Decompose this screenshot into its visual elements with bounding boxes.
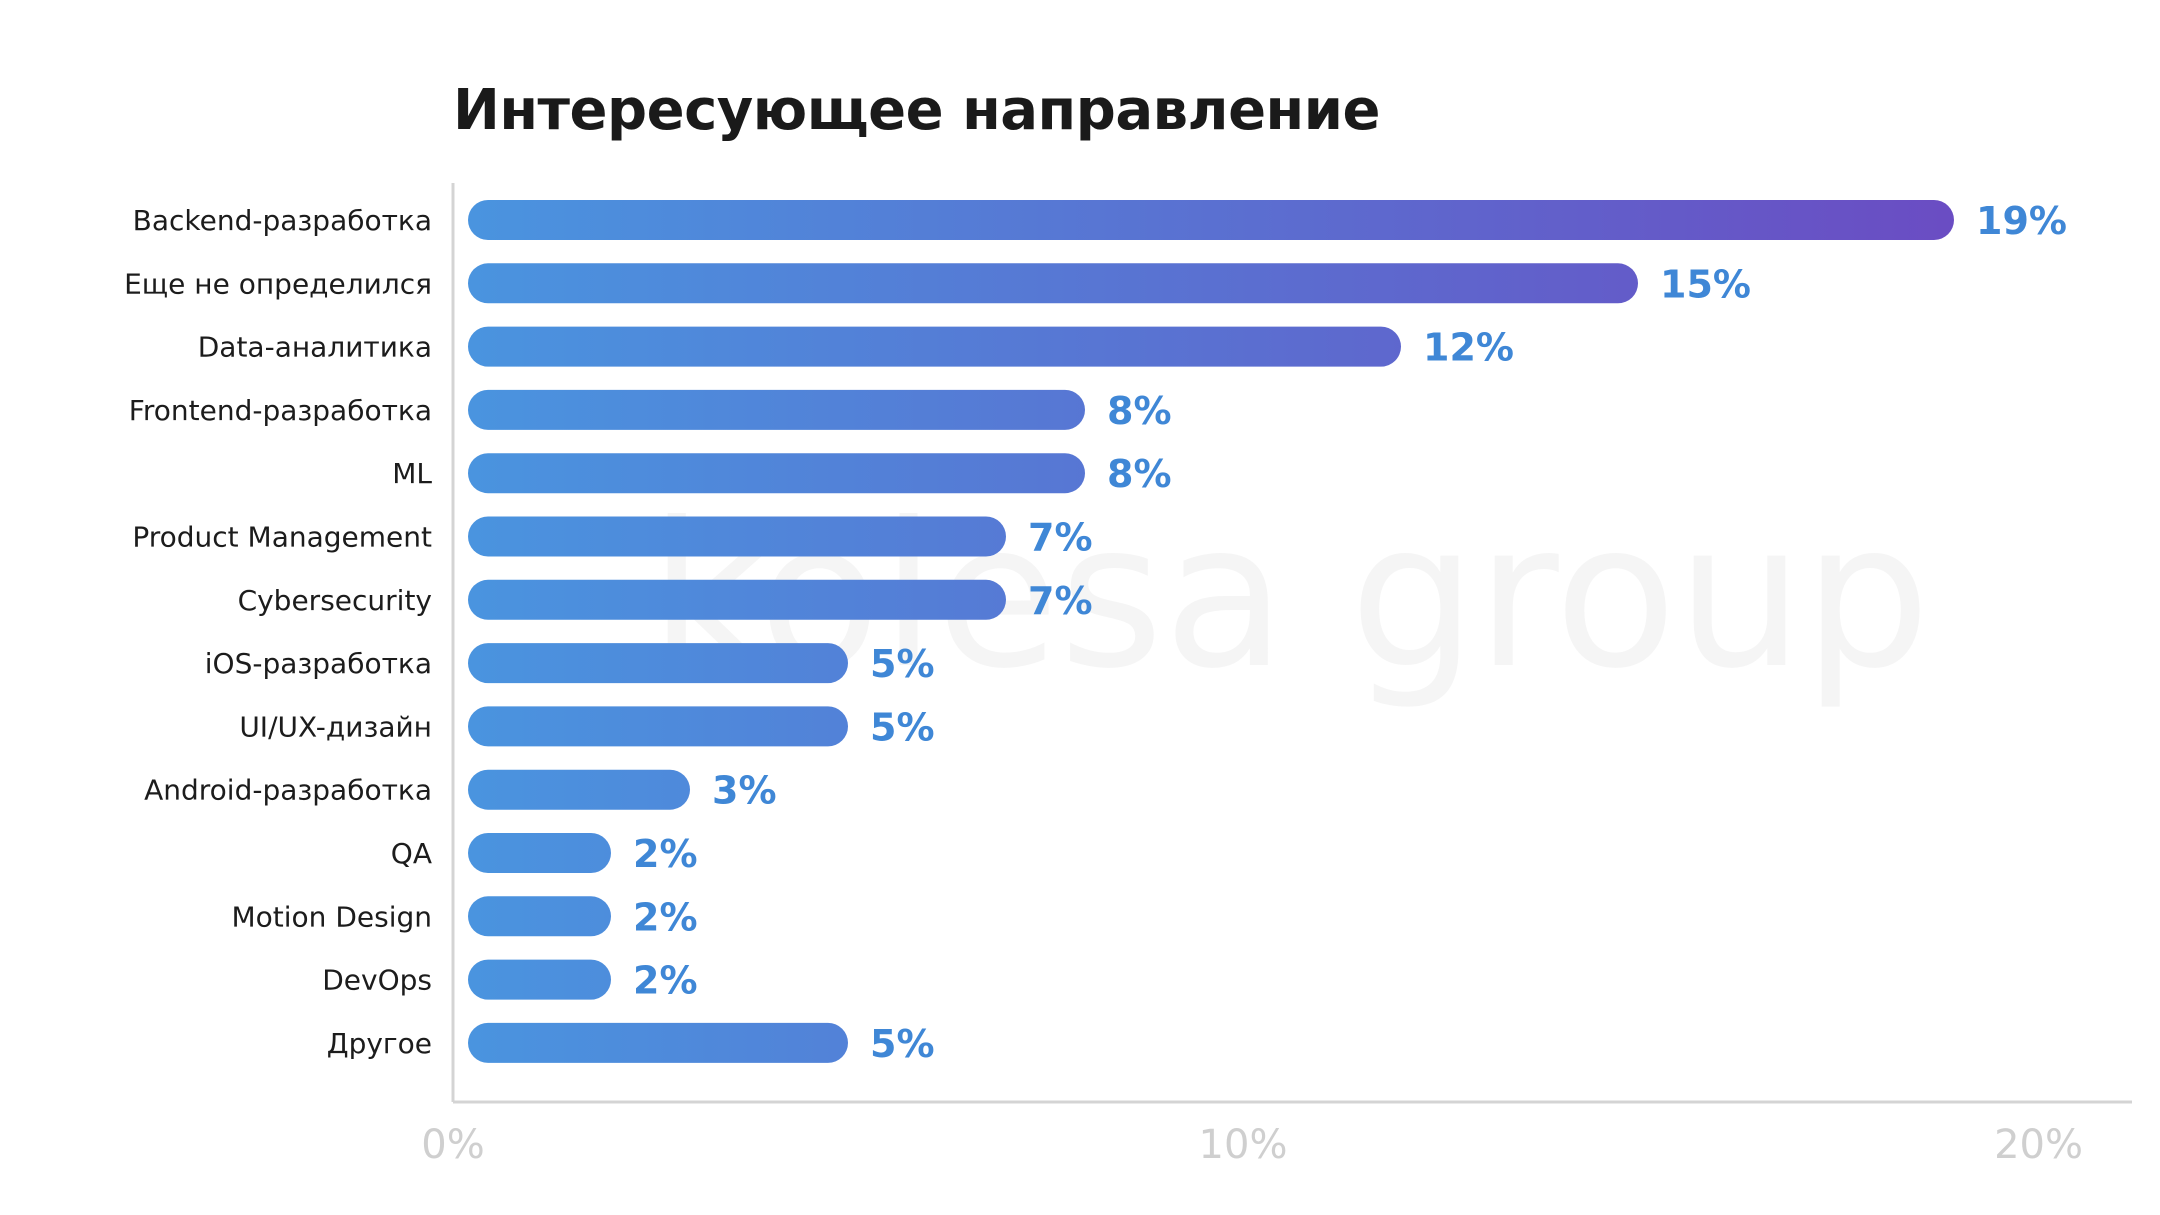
category-label: Backend-разработка	[133, 204, 432, 237]
value-label: 19%	[1976, 199, 2067, 243]
x-tick-label: 0%	[421, 1122, 484, 1168]
value-label: 5%	[870, 642, 935, 686]
value-label: 8%	[1107, 452, 1172, 496]
value-label: 15%	[1660, 262, 1751, 306]
category-label: Motion Design	[232, 900, 433, 933]
category-label: ML	[392, 457, 432, 490]
category-label: QA	[391, 837, 432, 870]
bar	[468, 1022, 848, 1063]
category-label: DevOps	[322, 964, 432, 997]
value-label: 7%	[1028, 516, 1093, 560]
bar	[468, 643, 848, 684]
bar	[468, 453, 1085, 494]
chart-title: Интересующее направление	[453, 78, 1380, 143]
x-tick-labels: 0% 10% 20%	[421, 1122, 2083, 1168]
bar	[468, 516, 1006, 557]
bar	[468, 579, 1006, 620]
value-label: 7%	[1028, 579, 1093, 623]
bar	[468, 896, 611, 937]
x-tick-label: 10%	[1199, 1122, 1288, 1168]
category-label: Android-разработка	[144, 774, 432, 807]
bar	[468, 959, 611, 1000]
bar	[468, 263, 1638, 304]
bar	[468, 706, 848, 747]
bar	[468, 833, 611, 873]
category-label: UI/UX-дизайн	[239, 710, 432, 743]
category-label: Еще не определился	[124, 267, 432, 300]
category-label: Cybersecurity	[238, 584, 432, 617]
x-tick-label: 20%	[1994, 1122, 2083, 1168]
bar	[468, 200, 1954, 240]
value-label: 12%	[1423, 326, 1514, 370]
category-label: Другое	[327, 1027, 432, 1060]
bar	[468, 769, 690, 810]
value-label: 2%	[633, 895, 698, 939]
value-label: 8%	[1107, 389, 1172, 433]
value-label: 5%	[870, 1022, 935, 1066]
value-label: 2%	[633, 959, 698, 1003]
value-labels: 19% 15% 12% 8% 8% 7% 7% 5% 5% 3% 2% 2% 2% 5%	[633, 199, 2067, 1066]
value-label: 3%	[712, 769, 777, 813]
category-label: Data-аналитика	[198, 331, 432, 364]
category-label: iOS-разработка	[205, 647, 432, 680]
chart-axes	[451, 183, 2132, 1104]
value-label: 5%	[870, 705, 935, 749]
bar	[468, 389, 1085, 430]
category-label: Product Management	[132, 521, 432, 554]
bar-series	[468, 200, 1954, 1063]
value-label: 2%	[633, 832, 698, 876]
bar	[468, 326, 1401, 367]
category-label: Frontend-разработка	[129, 394, 432, 427]
category-labels: Backend-разработка Еще не определился Data…	[124, 204, 432, 1060]
